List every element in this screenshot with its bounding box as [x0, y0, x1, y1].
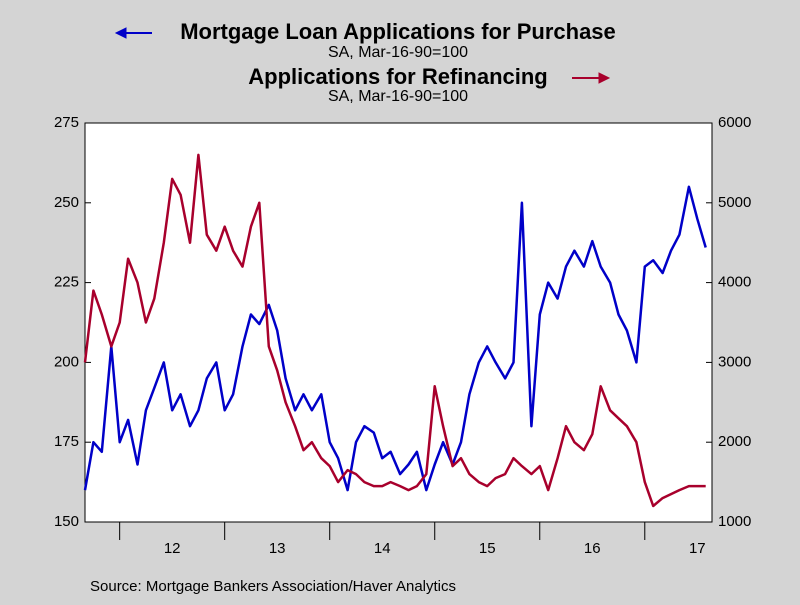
left-arrow: [114, 27, 152, 39]
source: Source: Mortgage Bankers Association/Hav…: [90, 578, 456, 595]
x-tick-label: 17: [689, 540, 706, 557]
y-tick-label: 225: [54, 274, 79, 291]
x-tick-label: 16: [584, 540, 601, 557]
x-tick-label: 13: [269, 540, 286, 557]
x-tick-label: 12: [164, 540, 181, 557]
y2-tick-label: 6000: [718, 114, 751, 131]
y2-tick-label: 5000: [718, 194, 751, 211]
series-line: [83, 153, 706, 508]
series-title: Mortgage Loan Applications for Purchase: [180, 19, 616, 44]
x-tick-label: 15: [479, 540, 496, 557]
y-tick-label: 250: [54, 194, 79, 211]
plot-area: [84, 122, 713, 523]
series-subtitle: SA, Mar-16-90=100: [328, 44, 468, 61]
y2-tick-label: 3000: [718, 353, 751, 370]
y2-tick-label: 4000: [718, 274, 751, 291]
y2-tick-label: 2000: [718, 433, 751, 450]
y-tick-label: 175: [54, 433, 79, 450]
series-subtitle: SA, Mar-16-90=100: [328, 88, 468, 105]
y-tick-label: 150: [54, 513, 79, 530]
series-title: Applications for Refinancing: [248, 64, 547, 89]
y2-tick-label: 1000: [718, 513, 751, 530]
x-tick-label: 14: [374, 540, 391, 557]
series-line: [83, 185, 707, 492]
right-arrow: [572, 72, 611, 84]
y-tick-label: 200: [54, 353, 79, 370]
y-tick-label: 275: [54, 114, 79, 131]
